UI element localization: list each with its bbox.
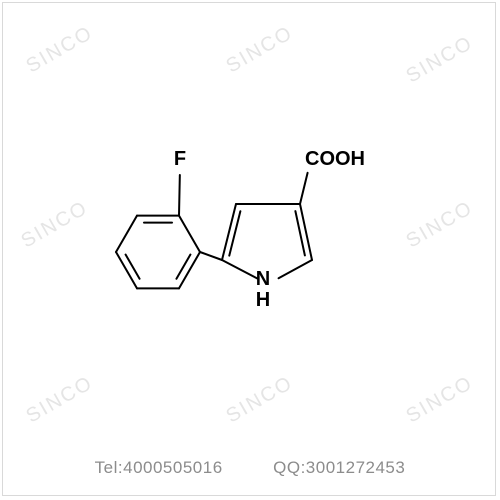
- qq-value: 3001272453: [306, 458, 406, 477]
- qq-label: QQ:: [273, 458, 306, 477]
- contact-line: Tel:4000505016 QQ:3001272453: [0, 458, 500, 478]
- group-label-cooh: COOH: [305, 148, 365, 171]
- chemical-structure: [0, 0, 500, 500]
- atom-label-n: N: [256, 268, 270, 291]
- tel-value: 4000505016: [123, 458, 223, 477]
- atom-label-h: H: [256, 289, 270, 312]
- tel-label: Tel:: [95, 458, 123, 477]
- atom-label-f: F: [174, 148, 186, 171]
